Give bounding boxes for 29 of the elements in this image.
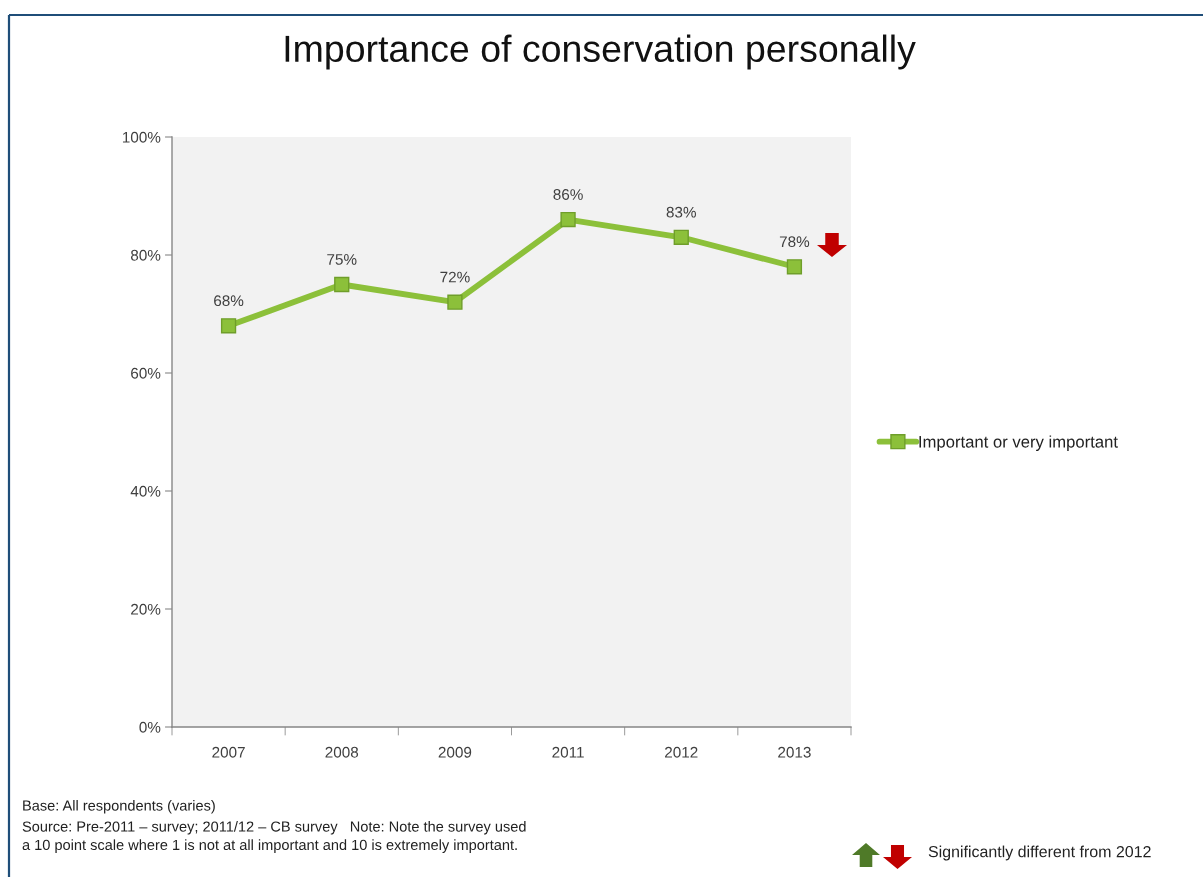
text: Base: All respondents (varies) xyxy=(23,800,215,814)
data-label: 86% xyxy=(553,189,583,200)
y-tick-label: 60% xyxy=(131,367,161,379)
data-label: 78% xyxy=(779,236,810,248)
legend-label: Important or very important xyxy=(919,435,1118,451)
point xyxy=(334,276,350,293)
y-tick-label: 0% xyxy=(139,721,161,733)
data-label: 83% xyxy=(666,206,696,218)
x-tick-label: 2007 xyxy=(212,746,245,758)
data-label: 75% xyxy=(327,254,357,265)
x-tick-label: 2008 xyxy=(325,746,359,758)
data-label: 68% xyxy=(214,295,244,307)
chart-title: Importance of conservation personally xyxy=(285,34,916,70)
point xyxy=(560,211,576,228)
point xyxy=(220,318,237,334)
x-tick-label: 2009 xyxy=(438,746,472,758)
text: Significantly different from 2012 xyxy=(928,845,1151,861)
y-tick-label: 100% xyxy=(122,131,161,143)
x-tick-label: 2012 xyxy=(665,746,698,758)
source-note: Source: Pre-2011 – survey; 2011/12 – CB survey Note: Note the survey used a 10 point scale where 1 is not at all important and 10 is extremely important. xyxy=(22,821,526,853)
point xyxy=(786,259,803,275)
y-tick-label: 80% xyxy=(130,249,161,261)
point xyxy=(447,294,463,310)
point xyxy=(673,229,689,245)
y-tick-label: 40% xyxy=(130,485,161,497)
y-tick-label: 20% xyxy=(131,603,161,615)
x-tick-label: 2011 xyxy=(552,746,584,758)
x-tick-label: 2013 xyxy=(778,746,811,758)
data-label: 72% xyxy=(440,271,470,283)
